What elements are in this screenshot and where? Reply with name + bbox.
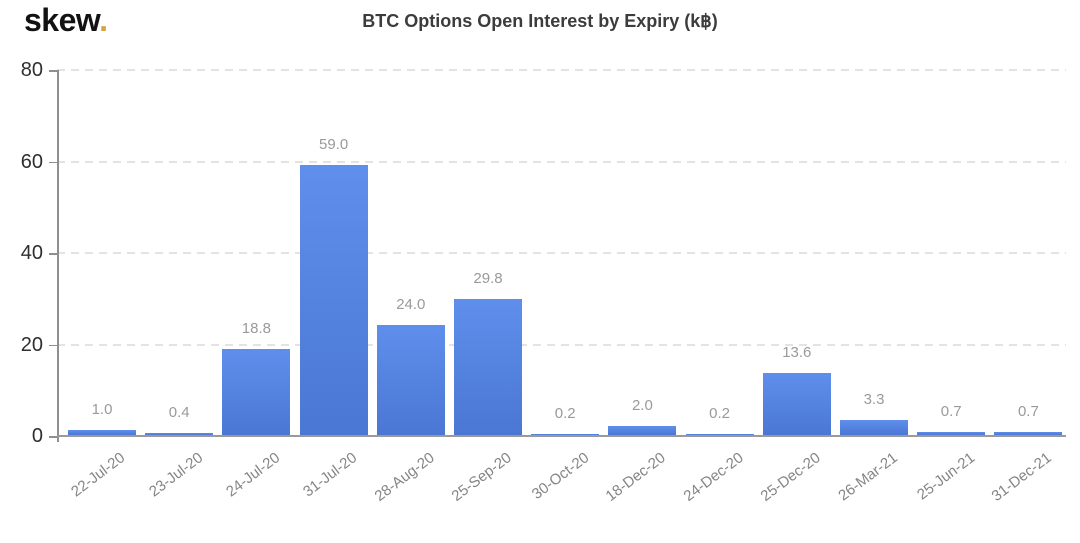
x-axis-tick-label: 31-Dec-21 — [988, 449, 1056, 505]
x-axis-tick-label: 25-Sep-20 — [448, 449, 515, 505]
skew-logo: skew. — [24, 2, 108, 39]
bar-value-label: 2.0 — [631, 396, 653, 414]
gridline-y60 — [57, 160, 1066, 163]
y-axis-tick-label: 20 — [20, 333, 43, 356]
bar-value-label: 3.3 — [863, 390, 885, 408]
bar-25-Jun-21[interactable] — [917, 431, 986, 435]
bar-value-label: 0.7 — [940, 402, 962, 420]
bar-25-Sep-20[interactable] — [454, 298, 522, 435]
y-axis-tick-label: 0 — [31, 425, 43, 447]
bar-value-label: 29.8 — [473, 269, 503, 287]
bar-23-Jul-20[interactable] — [145, 433, 214, 435]
bar-value-label: 1.0 — [91, 401, 113, 419]
y-axis-tick-label: 60 — [20, 150, 43, 173]
x-axis-tick-label: 31-Jul-20 — [300, 449, 361, 501]
bar-24-Jul-20[interactable] — [222, 348, 291, 435]
bar-26-Mar-21[interactable] — [840, 419, 908, 435]
bar-18-Dec-20[interactable] — [608, 425, 677, 435]
bar-value-label: 13.6 — [782, 343, 812, 361]
x-axis-tick-label: 25-Jun-21 — [913, 449, 978, 504]
y-axis-line — [57, 70, 59, 442]
bar-30-Oct-20[interactable] — [531, 433, 600, 435]
bar-25-Dec-20[interactable] — [762, 372, 831, 435]
x-axis-tick-label: 24-Dec-20 — [680, 449, 747, 505]
x-axis-tick-label: 28-Aug-20 — [371, 449, 438, 505]
bar-value-label: 0.4 — [168, 404, 190, 422]
gridline-y80 — [57, 69, 1066, 71]
gridline-y20 — [57, 343, 1066, 346]
bar-value-label: 0.2 — [554, 404, 576, 422]
y-axis-tick — [49, 344, 57, 346]
skew-logo-dot: . — [99, 2, 108, 38]
bar-31-Jul-20[interactable] — [299, 165, 368, 435]
x-axis-tick-label: 18-Dec-20 — [602, 449, 670, 505]
bar-value-label: 18.8 — [241, 319, 271, 337]
y-axis-tick — [49, 70, 57, 72]
x-axis-tick-label: 22-Jul-20 — [68, 449, 129, 501]
x-axis-tick-label: 23-Jul-20 — [145, 449, 206, 501]
x-axis-line — [57, 435, 1066, 437]
y-axis-tick — [49, 161, 57, 163]
bar-value-label: 59.0 — [318, 136, 349, 154]
bar-31-Dec-21[interactable] — [994, 431, 1063, 435]
x-axis-tick-label: 26-Mar-21 — [835, 449, 901, 505]
bar-value-label: 0.7 — [1017, 402, 1039, 420]
bar-value-label: 24.0 — [396, 296, 426, 314]
bar-28-Aug-20[interactable] — [376, 325, 445, 435]
y-axis-tick — [49, 253, 57, 255]
gridline-y40 — [57, 252, 1066, 254]
x-axis-tick-label: 25-Dec-20 — [757, 449, 824, 505]
y-axis-tick — [49, 436, 57, 438]
skew-logo-text: skew — [24, 2, 100, 38]
x-axis-tick-label: 30-Oct-20 — [528, 449, 592, 503]
bar-22-Jul-20[interactable] — [68, 430, 136, 435]
bar-value-label: 0.2 — [709, 404, 731, 422]
bar-24-Dec-20[interactable] — [685, 433, 754, 435]
chart-title: BTC Options Open Interest by Expiry (k฿) — [362, 11, 718, 31]
y-axis-tick-label: 80 — [20, 59, 43, 81]
x-axis-tick-label: 24-Jul-20 — [222, 449, 284, 501]
y-axis-tick-label: 40 — [20, 242, 43, 264]
